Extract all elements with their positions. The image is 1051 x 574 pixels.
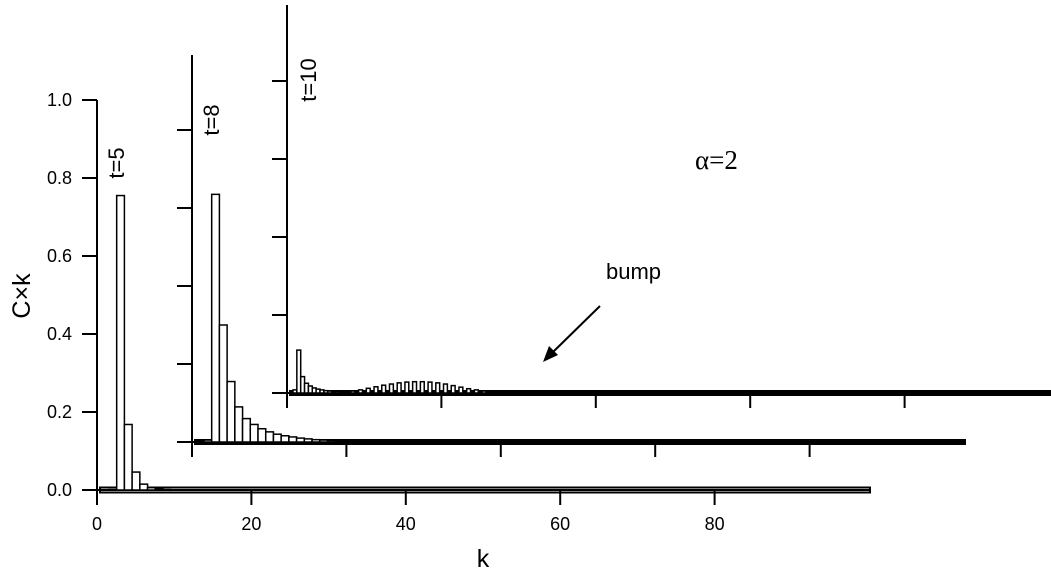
- histogram-bar: [234, 406, 244, 443]
- histogram-bar: [465, 387, 472, 394]
- histogram-bar: [154, 488, 164, 491]
- histogram-bar: [388, 383, 395, 394]
- histogram-bar: [365, 387, 371, 394]
- y-axis-label: C×k: [8, 273, 36, 319]
- y-tick-label: 0.0: [47, 480, 72, 500]
- x-tick-label: 80: [705, 514, 725, 534]
- histogram-bar: [396, 382, 402, 394]
- histogram-bar: [264, 431, 275, 443]
- series-label-t-10: t=10: [296, 58, 321, 101]
- series-label-t-5: t=5: [104, 147, 129, 178]
- histogram-bar: [288, 436, 298, 443]
- histogram-bar: [326, 390, 333, 394]
- histogram-bar: [458, 386, 464, 394]
- y-tick-label: 1.0: [47, 90, 72, 110]
- histogram-bar: [249, 423, 259, 443]
- histogram-bar: [427, 381, 433, 394]
- histogram-bar: [442, 383, 449, 394]
- histogram-bar: [272, 433, 282, 443]
- histogram-bar: [334, 440, 344, 443]
- x-tick-label: 40: [396, 514, 416, 534]
- histogram-bar: [311, 438, 321, 443]
- histogram-bar: [496, 391, 503, 394]
- histogram-bar: [419, 380, 425, 394]
- panel-t-5: 0 20 40 60 80 0.0 0.2 0.4 0.6 0.8 1.0 t=5: [47, 90, 871, 534]
- histogram-bar: [404, 381, 410, 394]
- histogram-bar: [350, 390, 356, 394]
- histogram-bar: [473, 389, 480, 394]
- histogram-bar: [241, 417, 252, 443]
- histogram-bar: [334, 390, 341, 394]
- y-tick-label: 0.8: [47, 168, 72, 188]
- y-tick-label: 0.4: [47, 324, 72, 344]
- histogram-bar: [319, 439, 329, 443]
- y-tick-label: 0.6: [47, 246, 72, 266]
- histogram-bar: [210, 193, 221, 443]
- histogram-bar: [357, 389, 364, 394]
- histogram-bar: [373, 386, 379, 394]
- histogram-bar: [481, 390, 487, 394]
- histogram-bar: [381, 384, 387, 394]
- histogram-bar: [326, 439, 336, 443]
- chart-panels: 0 20 40 60 80 0.0 0.2 0.4 0.6 0.8 1.0 t=5 t=8 t=10: [47, 5, 1051, 534]
- alpha-parameter-label: α=2: [695, 145, 738, 175]
- histogram-bar: [218, 324, 228, 443]
- panel-t-8: t=8: [177, 55, 966, 457]
- x-tick-label: 60: [550, 514, 570, 534]
- histogram-bar: [257, 427, 267, 443]
- histogram-bar: [435, 382, 441, 394]
- x-axis-label: k: [477, 545, 490, 573]
- series-label-t-8: t=8: [199, 104, 224, 135]
- histogram-bar: [411, 380, 418, 394]
- histogram-bar: [203, 439, 213, 443]
- x-tick-label: 20: [241, 514, 261, 534]
- x-tick-label: 0: [92, 514, 102, 534]
- histogram-bar: [450, 384, 456, 394]
- histogram-bar: [280, 435, 290, 443]
- histogram-bar: [226, 380, 236, 443]
- bump-arrow-shaft: [552, 305, 601, 353]
- histogram-bar: [342, 440, 352, 443]
- histogram-bar: [115, 194, 126, 491]
- histogram-bar: [139, 483, 149, 491]
- y-tick-label: 0.2: [47, 402, 72, 422]
- histogram-bar: [146, 486, 157, 491]
- histogram-bar: [489, 391, 495, 394]
- panel-t-10: t=10: [272, 5, 1051, 408]
- histogram-bar: [342, 391, 348, 394]
- histogram-bar: [303, 438, 313, 443]
- histogram-bar: [296, 349, 302, 394]
- histogram-bar: [295, 437, 306, 443]
- histogram-bar: [123, 423, 133, 491]
- bump-arrow-head: [543, 346, 558, 362]
- histogram-bar: [131, 471, 141, 491]
- bump-annotation-label: bump: [606, 259, 661, 284]
